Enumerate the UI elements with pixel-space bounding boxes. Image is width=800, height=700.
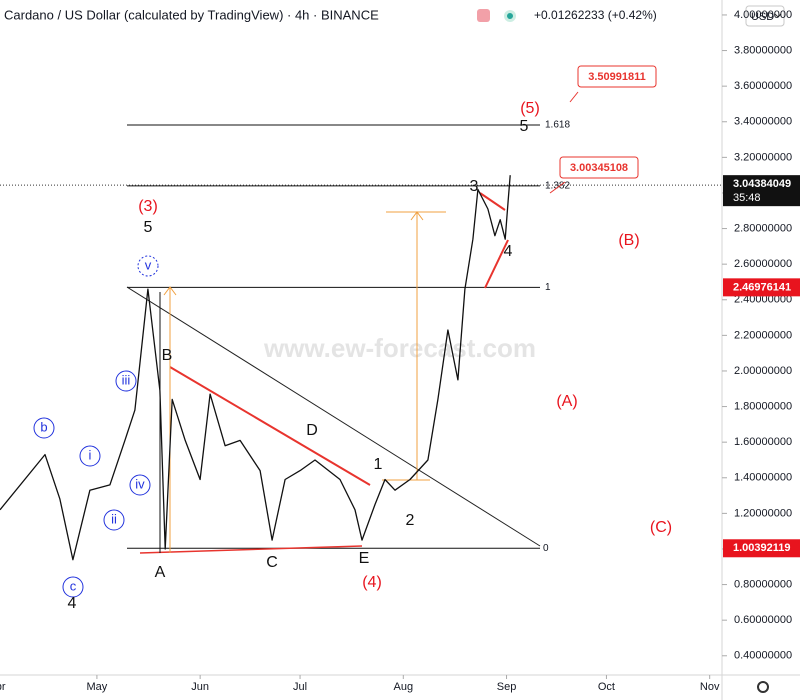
y-tick-label: 3.60000000 — [734, 80, 792, 92]
wave-label: i — [89, 447, 92, 462]
y-tick-label: 2.20000000 — [734, 329, 792, 341]
watermark: www.ew-forecast.com — [263, 333, 536, 363]
y-tick-label: 3.80000000 — [734, 44, 792, 56]
wave-label: E — [359, 550, 370, 567]
y-tick-label: 1.20000000 — [734, 507, 792, 519]
wave-label: iv — [135, 476, 145, 491]
arrow-head — [163, 286, 177, 296]
fib-label: 1.382 — [545, 180, 570, 191]
target-box — [577, 65, 657, 88]
y-tick-label: 3.20000000 — [734, 151, 792, 163]
price-line — [0, 175, 511, 561]
y-tick-label: 1.40000000 — [734, 472, 792, 484]
target-label: 3.50991811 — [588, 71, 646, 83]
wave-circle — [137, 255, 159, 277]
currency-label[interactable]: USD — [751, 11, 774, 23]
fib-label: 0 — [543, 543, 549, 554]
x-tick-label: Aug — [394, 681, 414, 693]
wave-circle — [103, 509, 125, 531]
target-box — [559, 156, 639, 179]
price-tag-label: 1.00392119 — [733, 542, 791, 554]
price-tag-label: 2.46976141 — [733, 281, 791, 293]
x-tick-label: Sep — [497, 681, 517, 693]
y-tick-label: 1.80000000 — [734, 400, 792, 412]
wave-label: 4 — [68, 595, 77, 612]
drawing-line — [484, 239, 509, 289]
y-tick-label: 0.40000000 — [734, 650, 792, 662]
last-price-tag — [723, 175, 800, 207]
countdown: 35:48 — [733, 192, 761, 204]
fib-label: 1 — [545, 282, 551, 293]
x-tick-label: Nov — [700, 681, 720, 693]
price-tag — [723, 539, 800, 558]
wave-label: C — [266, 554, 278, 571]
x-tick-label: Jun — [191, 681, 209, 693]
wave-label: 5 — [144, 219, 153, 236]
wave-label: 5 — [520, 118, 529, 135]
wave-label: (A) — [556, 393, 577, 410]
wave-label: v — [145, 257, 152, 272]
wave-label: A — [155, 564, 166, 581]
wave-label: b — [40, 419, 47, 434]
y-tick-label: 2.00000000 — [734, 365, 792, 377]
wave-circle — [115, 370, 137, 392]
drawing-line — [139, 545, 363, 554]
wave-label: iii — [122, 372, 131, 387]
wave-label: 3 — [470, 178, 479, 195]
wave-label: (5) — [520, 100, 540, 117]
y-tick-label: 1.60000000 — [734, 436, 792, 448]
wave-circle — [62, 576, 84, 598]
y-tick-label: 2.60000000 — [734, 258, 792, 270]
x-tick-label: Oct — [598, 681, 615, 693]
status-dot — [507, 13, 513, 19]
wave-label: ii — [111, 511, 117, 526]
y-tick-label: 2.80000000 — [734, 222, 792, 234]
wave-label: (3) — [138, 198, 158, 215]
wave-label: (4) — [362, 574, 382, 591]
y-tick-label: 3.40000000 — [734, 116, 792, 128]
y-tick-label: 2.40000000 — [734, 294, 792, 306]
gear-icon[interactable] — [757, 681, 769, 693]
wave-label: 1 — [374, 456, 383, 473]
wave-label: B — [162, 347, 173, 364]
settings-button[interactable] — [757, 681, 769, 693]
wave-label: 2 — [406, 512, 415, 529]
price-change: +0.01262233 (+0.42%) — [534, 8, 657, 22]
wave-label: (B) — [618, 232, 639, 249]
drawing-line — [126, 286, 541, 547]
chart-title: Cardano / US Dollar (calculated by Tradi… — [4, 7, 379, 22]
wave-label: (C) — [650, 519, 672, 536]
price-tag — [723, 278, 800, 297]
x-tick-label: May — [87, 681, 108, 693]
y-tick-label: 4.00000000 — [734, 9, 792, 21]
wave-circle — [33, 417, 55, 439]
currency-button[interactable] — [745, 5, 785, 27]
wave-circle — [129, 474, 151, 496]
y-tick-label: 0.60000000 — [734, 614, 792, 626]
wave-label: c — [70, 578, 77, 593]
drawing-line — [169, 366, 371, 486]
target-label: 3.00345108 — [570, 162, 628, 174]
session-icon — [477, 9, 490, 22]
wave-label: 4 — [504, 243, 513, 260]
wave-label: D — [306, 422, 318, 439]
drawing-line — [549, 181, 566, 194]
drawing-line — [479, 192, 506, 211]
last-price-label: 3.04384049 — [733, 178, 791, 190]
dropdown-caret[interactable] — [774, 13, 782, 18]
y-tick-label: 0.80000000 — [734, 578, 792, 590]
wave-circle — [79, 445, 101, 467]
plot-area: www.ew-forecast.com 1.618 1.382 1 0 (3) 5 v B A C D… — [0, 65, 722, 612]
arrow-head — [410, 211, 424, 221]
fib-label: 1.618 — [545, 120, 570, 131]
x-tick-label: Jul — [293, 681, 307, 693]
x-tick-label: Apr — [0, 681, 6, 693]
drawing-line — [569, 91, 579, 103]
